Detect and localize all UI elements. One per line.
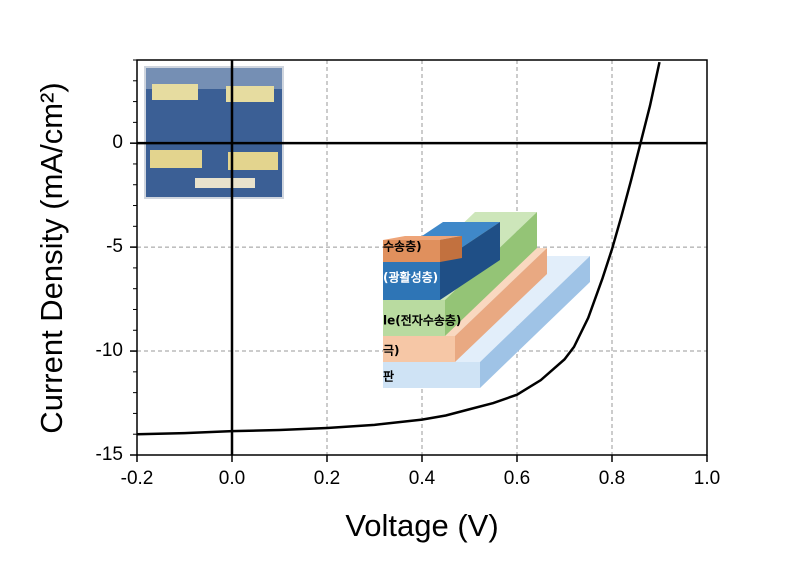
y-tick-label: -15 xyxy=(96,444,123,465)
inset-diagram: 수송층) (광활성층) le(전자수송층) 극) 판 xyxy=(383,212,590,388)
y-tick-label: -10 xyxy=(96,340,123,361)
annotation: (광활성층) xyxy=(383,270,438,285)
layer-side xyxy=(445,212,537,336)
photo-strip xyxy=(150,150,202,168)
x-tick-label: 0.8 xyxy=(599,468,625,489)
x-tick-label: 0.4 xyxy=(409,468,436,489)
layer-front xyxy=(383,300,445,336)
plot: -0.2 0.0 0.2 0.4 0.6 0.8 1.0 -15 -10 -5 0 xyxy=(96,59,720,489)
y-tick-label: 0 xyxy=(112,132,123,153)
inset-photo xyxy=(144,66,284,199)
layer-front xyxy=(383,362,480,388)
layer-side xyxy=(480,256,590,388)
data-line xyxy=(136,61,661,436)
x-tick-label: 0.6 xyxy=(504,468,530,489)
annotation: 수송층) xyxy=(383,239,422,254)
layer-front xyxy=(383,262,440,300)
x-axis-title: Voltage (V) xyxy=(345,508,498,543)
annotation: le(전자수송층) xyxy=(383,313,461,328)
layer-front xyxy=(383,240,440,262)
annotation: 극) xyxy=(383,344,400,358)
annotation: 판 xyxy=(383,369,394,384)
photo-top xyxy=(145,67,283,89)
photo-strip xyxy=(195,178,255,188)
layer-side xyxy=(440,236,462,262)
photo-strip xyxy=(152,84,198,100)
y-axis-title: Current Density (mA/cm²) xyxy=(34,82,69,433)
plot-frame xyxy=(136,59,708,456)
layer-front xyxy=(383,336,455,362)
y-tick-label: -5 xyxy=(106,236,123,257)
layer-side xyxy=(455,248,547,362)
layer-side xyxy=(440,222,500,300)
x-tick-label: -0.2 xyxy=(121,468,154,489)
x-tick-label: 1.0 xyxy=(694,468,720,489)
layer-top xyxy=(383,236,462,240)
x-tick-label: 0.0 xyxy=(219,468,245,489)
photo-frame xyxy=(144,66,284,199)
photo-strip xyxy=(228,152,278,170)
x-tick-label: 0.2 xyxy=(314,468,340,489)
photo-strip xyxy=(226,86,274,102)
